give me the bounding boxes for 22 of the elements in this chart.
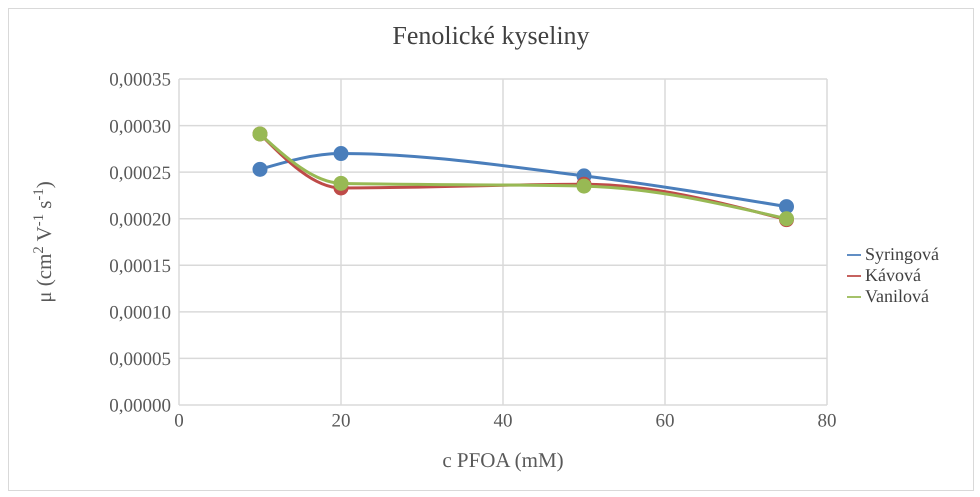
- x-tick-label: 40: [494, 410, 512, 432]
- y-tick-label: 0,00015: [109, 256, 171, 278]
- legend-label: Kávová: [865, 264, 921, 284]
- legend-label: Vanilová: [865, 286, 929, 306]
- x-axis-title: c PFOA (mM): [442, 448, 564, 472]
- x-tick-label: 20: [332, 410, 350, 432]
- point: [252, 162, 268, 177]
- legend-label: Syringová: [865, 244, 939, 264]
- x-tick-label: 80: [818, 410, 836, 432]
- y-tick-label: 0,00010: [109, 302, 171, 324]
- y-tick-label: 0,00035: [109, 70, 171, 91]
- x-tick-label: 0: [174, 410, 184, 432]
- y-tick-label: 0,00030: [109, 116, 171, 138]
- point: [779, 199, 794, 214]
- x-tick-label: 60: [656, 410, 674, 432]
- chart-title: Fenolické kyseliny: [391, 20, 591, 52]
- y-tick-label: 0,00020: [109, 209, 171, 230]
- y-tick-label: 0,00000: [109, 396, 171, 417]
- y-tick-label: 0,00005: [109, 349, 171, 370]
- point: [334, 176, 348, 191]
- y-tick-label: 0,00025: [109, 162, 171, 184]
- point: [334, 146, 348, 162]
